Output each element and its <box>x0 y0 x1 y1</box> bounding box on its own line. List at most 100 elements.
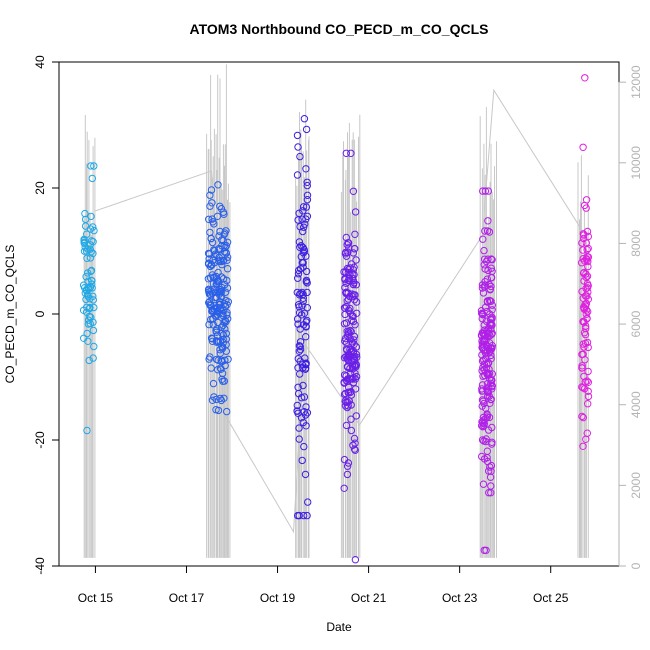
data-point <box>350 336 358 344</box>
data-point <box>480 365 489 374</box>
data-point <box>293 315 302 323</box>
data-point <box>483 297 492 305</box>
data-point <box>579 340 587 348</box>
data-point <box>584 288 592 296</box>
data-point <box>478 336 486 345</box>
data-point <box>352 298 361 306</box>
data-point <box>488 315 496 323</box>
data-point <box>302 165 310 173</box>
data-point <box>350 245 359 253</box>
data-point <box>296 346 305 354</box>
data-point <box>205 290 214 298</box>
data-point <box>487 355 495 363</box>
data-point <box>583 227 592 236</box>
data-point <box>350 270 358 279</box>
data-point <box>90 162 98 170</box>
data-point <box>213 251 221 259</box>
data-point <box>208 238 217 247</box>
data-point <box>478 385 486 393</box>
data-point <box>349 280 357 288</box>
data-point <box>295 291 304 299</box>
data-point <box>300 393 309 401</box>
data-point <box>213 331 222 339</box>
data-point <box>351 230 359 239</box>
data-point <box>483 227 492 235</box>
data-point <box>293 407 301 415</box>
data-point <box>580 343 588 351</box>
data-point <box>580 329 589 337</box>
data-point <box>213 311 221 319</box>
data-point <box>584 244 592 253</box>
chart-title: ATOM3 Northbound CO_PECD_m_CO_QCLS <box>190 21 489 37</box>
data-point <box>486 297 495 305</box>
data-point <box>295 435 303 443</box>
data-point <box>348 339 356 347</box>
data-point <box>294 270 303 278</box>
data-point <box>488 256 496 264</box>
data-point <box>584 378 592 386</box>
data-point <box>218 342 226 351</box>
data-point <box>303 279 311 287</box>
data-point <box>85 356 93 365</box>
data-point <box>485 370 494 378</box>
data-point <box>302 125 311 134</box>
data-point <box>295 511 303 520</box>
data-point <box>86 254 95 262</box>
data-point <box>342 252 351 260</box>
data-point <box>216 349 225 357</box>
data-point <box>584 367 592 376</box>
data-point <box>217 257 226 266</box>
data-point <box>482 404 490 412</box>
data-point <box>480 246 488 255</box>
data-point <box>487 351 495 360</box>
data-point <box>87 267 95 275</box>
data-point <box>221 361 229 370</box>
data-point <box>206 191 214 199</box>
data-point <box>352 363 360 371</box>
data-point <box>488 267 496 275</box>
data-point <box>480 455 489 463</box>
data-point <box>293 131 302 140</box>
data-point <box>212 293 221 301</box>
data-point <box>478 310 487 318</box>
data-point <box>487 467 495 475</box>
data-point <box>486 463 494 471</box>
data-point <box>300 223 308 231</box>
y2-tick-label: 8000 <box>629 230 643 257</box>
data-point <box>299 203 308 211</box>
data-point <box>342 421 351 430</box>
data-point <box>341 304 349 312</box>
data-point <box>220 241 229 250</box>
data-point <box>301 365 310 373</box>
data-point <box>579 246 587 254</box>
data-point <box>582 270 590 278</box>
data-point <box>483 413 491 421</box>
data-point <box>299 263 307 271</box>
data-point <box>207 186 216 194</box>
data-point <box>584 400 592 408</box>
data-point <box>302 403 310 411</box>
data-point <box>206 228 214 237</box>
y-tick-label: -40 <box>33 557 47 575</box>
data-point <box>479 289 488 297</box>
data-point <box>302 252 310 260</box>
data-point <box>301 411 310 419</box>
data-point <box>220 230 228 239</box>
data-point <box>350 434 359 443</box>
data-point <box>296 342 304 351</box>
data-point <box>485 383 493 391</box>
data-point <box>341 402 350 410</box>
data-point <box>208 271 217 279</box>
data-point <box>211 247 219 255</box>
data-point <box>205 215 213 224</box>
data-point <box>204 275 213 283</box>
data-point <box>300 115 309 123</box>
data-point <box>294 143 302 151</box>
data-point <box>83 254 91 262</box>
data-point <box>346 309 355 317</box>
data-point <box>580 277 588 285</box>
data-point <box>206 291 215 299</box>
data-point <box>345 383 353 391</box>
data-point <box>480 420 488 428</box>
data-point <box>219 343 227 351</box>
